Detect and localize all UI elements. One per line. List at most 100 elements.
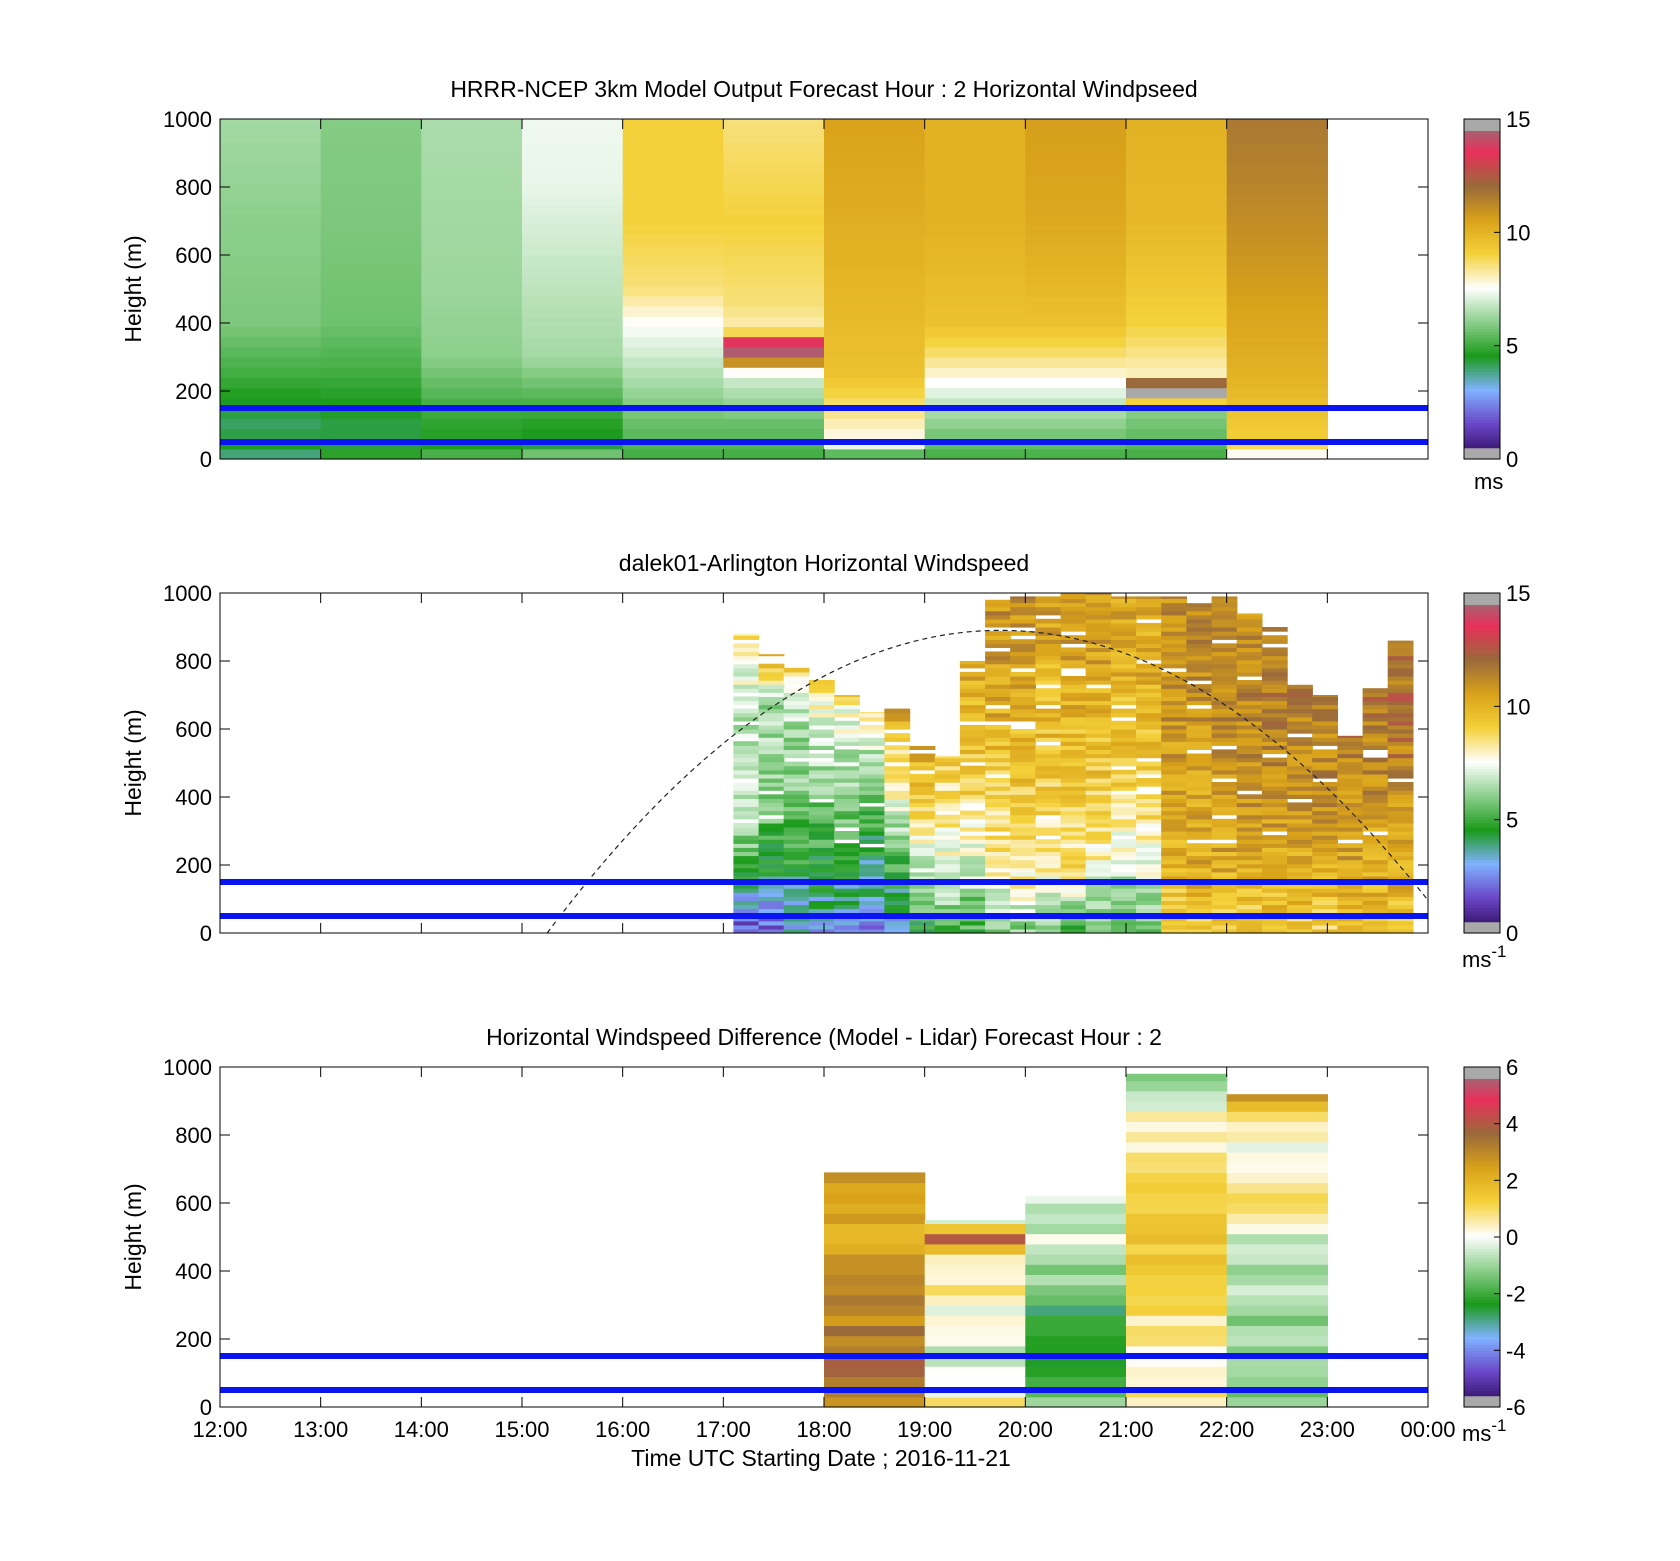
heatmap-cell xyxy=(808,753,835,759)
colorbar-swatch xyxy=(1464,1313,1500,1317)
heatmap-cell xyxy=(1161,716,1187,722)
heatmap-cell xyxy=(1387,733,1414,738)
heatmap-cell xyxy=(884,712,911,718)
heatmap-cell xyxy=(985,843,1011,848)
heatmap-cell xyxy=(733,663,760,669)
heatmap-cell xyxy=(1287,696,1313,702)
heatmap-cell xyxy=(924,1294,1026,1306)
heatmap-cell xyxy=(1186,667,1213,673)
heatmap-cell xyxy=(1186,859,1213,865)
heatmap-cell xyxy=(824,1264,926,1275)
colorbar-frame xyxy=(1463,592,1501,934)
heatmap-cell xyxy=(1312,892,1338,897)
heatmap-cell xyxy=(1226,336,1328,348)
heatmap-cell xyxy=(733,794,760,799)
heatmap-cell xyxy=(1211,920,1238,926)
heatmap-cell xyxy=(909,847,936,852)
heatmap-cell xyxy=(1211,782,1238,787)
heatmap-cell xyxy=(1186,904,1213,910)
heatmap-cell xyxy=(934,802,961,808)
heatmap-cell xyxy=(1226,295,1328,307)
heatmap-cell xyxy=(808,888,835,893)
heatmap-cell xyxy=(834,733,860,738)
heatmap-cell xyxy=(1010,859,1036,865)
heatmap-cell xyxy=(824,1376,926,1388)
heatmap-cell xyxy=(758,688,785,693)
heatmap-cell xyxy=(1261,790,1288,795)
heatmap-cell xyxy=(421,204,523,215)
heatmap-cell xyxy=(220,153,322,164)
heatmap-cell xyxy=(959,700,986,706)
heatmap-cell xyxy=(733,900,760,906)
heatmap-cell xyxy=(1186,773,1213,779)
heatmap-cell xyxy=(1136,635,1162,640)
heatmap-cell xyxy=(783,843,810,848)
heatmap-cell xyxy=(1226,316,1328,327)
colorbar-swatch xyxy=(1464,1256,1500,1261)
heatmap-cell xyxy=(1387,700,1414,706)
heatmap-cell xyxy=(1136,655,1162,661)
heatmap-cell xyxy=(1035,790,1062,795)
heatmap-cell xyxy=(1236,814,1263,820)
heatmap-cell xyxy=(1236,635,1263,640)
x-tick-label: 23:00 xyxy=(1300,1417,1355,1442)
heatmap-cell xyxy=(859,729,885,734)
heatmap-cell xyxy=(758,708,785,714)
heatmap-cell xyxy=(1387,843,1414,848)
heatmap-cell xyxy=(859,745,885,750)
heatmap-cell xyxy=(909,916,936,922)
colorbar-swatch xyxy=(1464,371,1500,375)
heatmap-cell xyxy=(758,794,785,799)
heatmap-cell xyxy=(320,173,422,185)
heatmap-cell xyxy=(1161,757,1187,763)
heatmap-cell xyxy=(1236,778,1263,783)
heatmap-cell xyxy=(1211,851,1238,857)
heatmap-cell xyxy=(1035,871,1062,877)
heatmap-cell xyxy=(1236,663,1263,669)
colorbar-swatch xyxy=(1464,822,1500,826)
heatmap-cell xyxy=(1186,696,1213,702)
heatmap-cell xyxy=(859,794,885,799)
heatmap-cell xyxy=(1060,839,1087,844)
heatmap-cell xyxy=(1025,1335,1127,1347)
heatmap-cell xyxy=(1110,655,1137,661)
heatmap-cell xyxy=(1387,761,1414,767)
heatmap-cell xyxy=(1226,265,1328,276)
heatmap-cell xyxy=(859,782,885,787)
heatmap-cell xyxy=(834,749,860,755)
panel-title: HRRR-NCEP 3km Model Output Forecast Hour… xyxy=(450,76,1197,102)
heatmap-cell xyxy=(622,408,724,419)
heatmap-cell xyxy=(1186,757,1213,763)
heatmap-cell xyxy=(1186,871,1213,877)
colorbar-swatch xyxy=(1464,1344,1500,1349)
colorbar-swatch xyxy=(1464,1237,1500,1241)
colorbar-swatch xyxy=(1464,1225,1500,1230)
heatmap-cell xyxy=(1161,892,1187,897)
heatmap-cell xyxy=(985,639,1011,644)
heatmap-cell xyxy=(824,265,926,276)
heatmap-cell xyxy=(733,802,760,808)
heatmap-cell xyxy=(884,749,911,755)
heatmap-cell xyxy=(1060,928,1087,934)
heatmap-cell xyxy=(824,163,926,174)
heatmap-cell xyxy=(884,806,911,812)
heatmap-cell xyxy=(859,835,885,840)
colorbar-swatch xyxy=(1464,385,1500,389)
colorbar-swatch xyxy=(1464,218,1500,222)
heatmap-cell xyxy=(1287,871,1313,877)
heatmap-cell xyxy=(1337,735,1364,738)
heatmap-cell xyxy=(320,214,422,225)
heatmap-cell xyxy=(1010,875,1036,881)
heatmap-cell xyxy=(1362,814,1389,820)
panel-title: Horizontal Windspeed Difference (Model -… xyxy=(486,1024,1162,1050)
heatmap-cell xyxy=(320,132,422,144)
heatmap-cell xyxy=(1236,782,1263,787)
heatmap-cell xyxy=(758,712,785,718)
heatmap-cell xyxy=(1362,835,1389,840)
heatmap-cell xyxy=(808,843,835,848)
heatmap-cell xyxy=(733,769,760,775)
colorbar-swatch xyxy=(1464,147,1500,151)
heatmap-cell xyxy=(783,700,810,706)
